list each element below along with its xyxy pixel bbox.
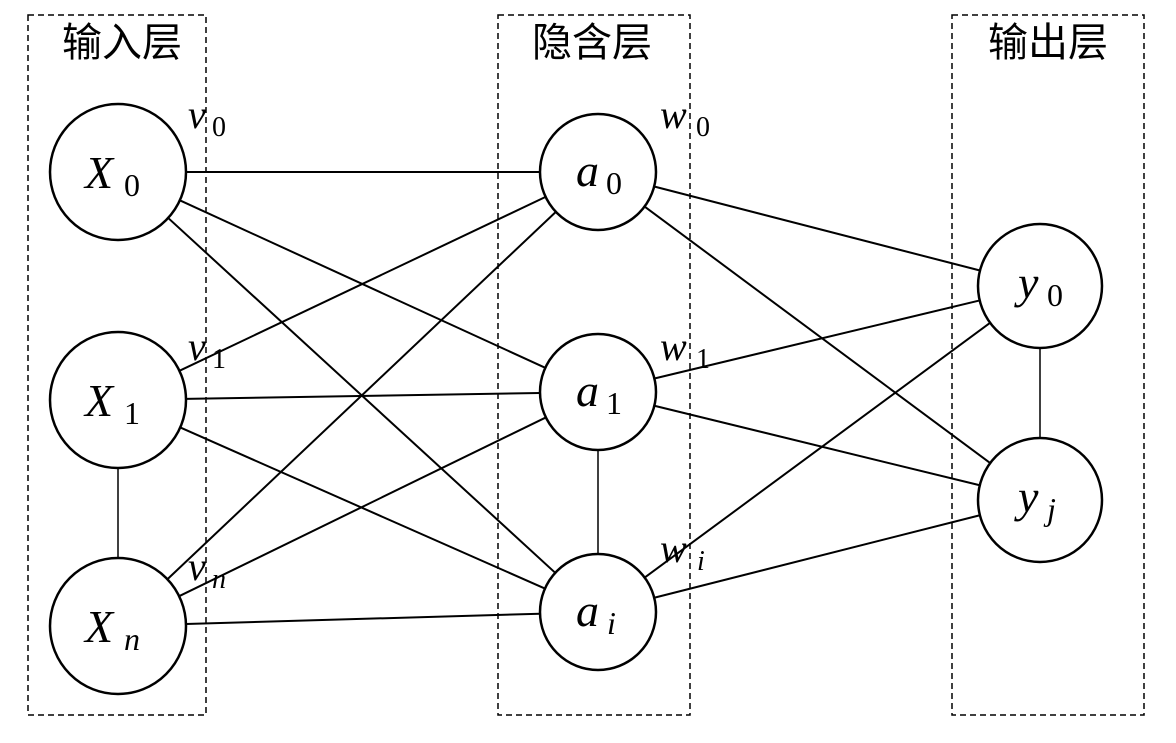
- edge-a0-y0: [654, 186, 980, 270]
- layer-box-output: [952, 15, 1144, 715]
- node-xn: [50, 558, 186, 694]
- weight-label-vn: vn: [188, 544, 226, 595]
- neural-network-diagram: X0X1Xna0a1aiy0yjv0v1vnw0w1wi: [0, 0, 1176, 743]
- layer-label-input: 输入层: [62, 10, 182, 68]
- edge-x1-ai: [180, 427, 545, 588]
- weight-label-v0: v0: [188, 92, 226, 143]
- edge-xn-a1: [179, 417, 546, 596]
- node-y0: [978, 224, 1102, 348]
- layer-label-output: 输出层: [988, 10, 1108, 68]
- weight-label-wi: wi: [660, 526, 705, 577]
- node-yj: [978, 438, 1102, 562]
- edge-a0-yj: [645, 207, 991, 463]
- weight-label-w1: w1: [660, 324, 710, 375]
- node-x0: [50, 104, 186, 240]
- node-x1: [50, 332, 186, 468]
- weight-label-w0: w0: [660, 92, 710, 143]
- weight-label-v1: v1: [188, 324, 226, 375]
- edge-xn-ai: [186, 614, 540, 624]
- layer-label-hidden: 隐含层: [532, 10, 652, 68]
- edge-a1-yj: [654, 406, 979, 486]
- edge-x1-a0: [179, 197, 545, 371]
